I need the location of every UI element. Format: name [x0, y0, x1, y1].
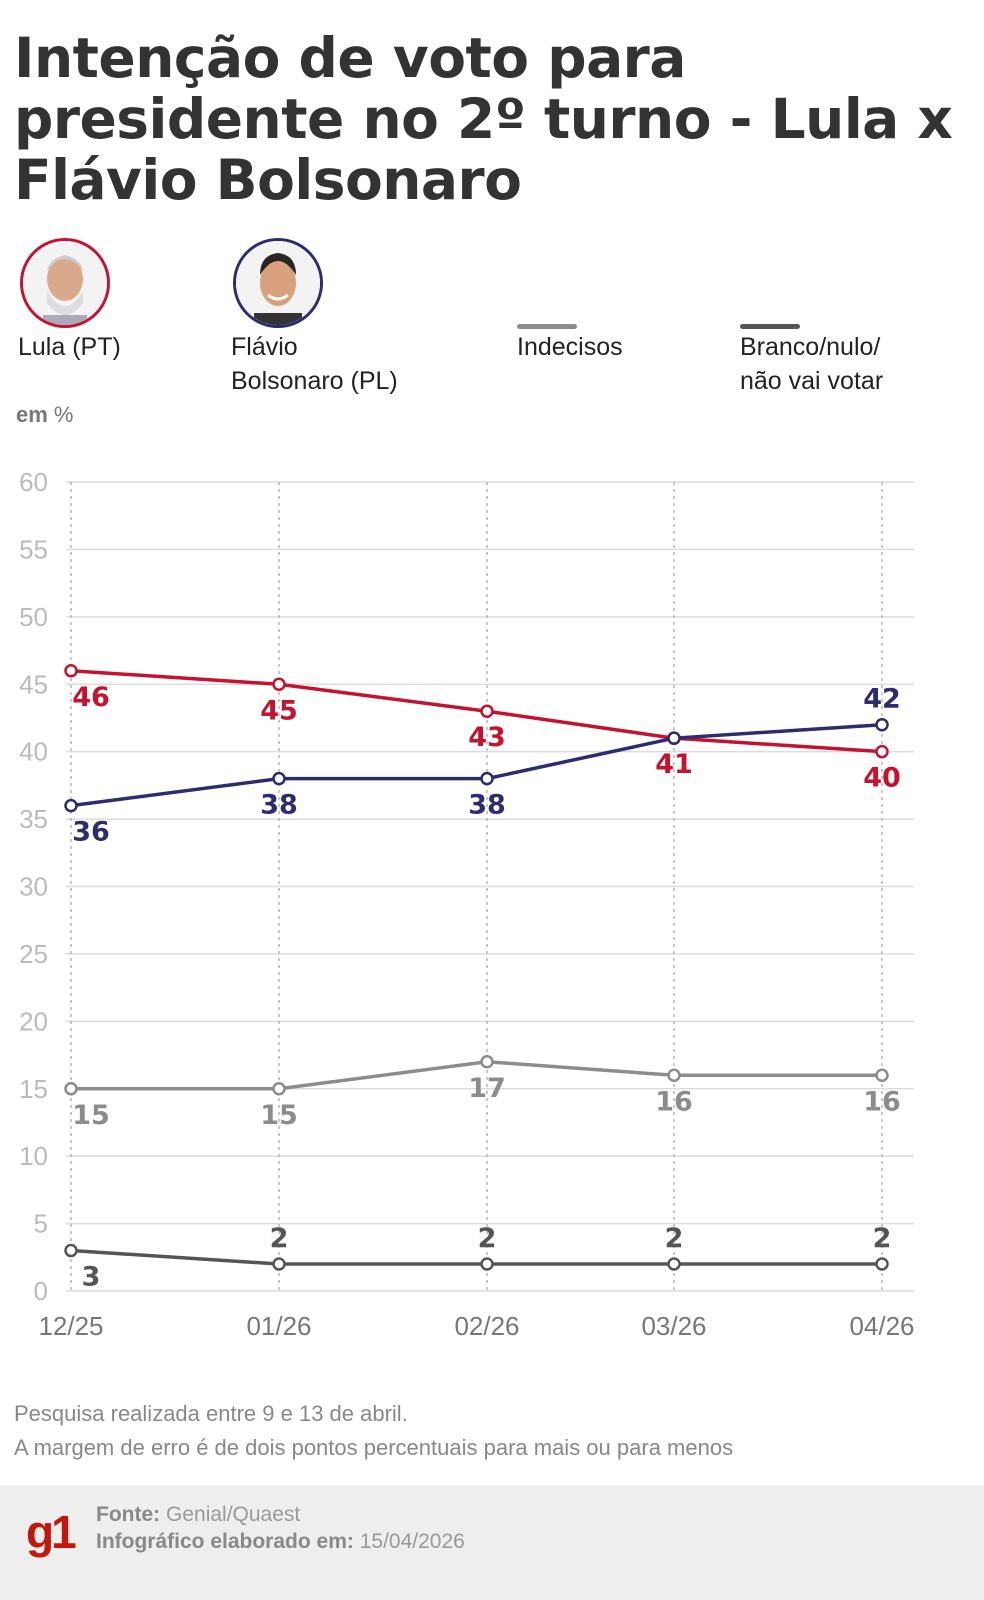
line-chart: 0 5 10 15 20 25 30 35 40 45 50 55 60 12/25 01/26 02/26 0…: [19, 467, 914, 1341]
data-point: [667, 1257, 681, 1271]
footer-source-value: Genial/Quaest: [166, 1503, 301, 1526]
footer-date-label: Infográfico elaborado em:: [96, 1530, 354, 1553]
unit-label-em: em: [16, 402, 48, 427]
footer-date: Infográfico elaborado em: 15/04/2026: [96, 1530, 465, 1554]
data-point: [875, 744, 889, 759]
data-label: 42: [863, 684, 901, 715]
y-tick-label: 35: [19, 804, 48, 834]
data-point: [875, 1257, 889, 1271]
flavio-portrait-icon: [233, 238, 323, 328]
x-tick-label: 03/26: [641, 1311, 706, 1341]
legend-indecisos-swatch: [517, 324, 577, 329]
data-point: [64, 1243, 78, 1258]
data-point: [667, 731, 681, 745]
data-point: [480, 704, 494, 718]
y-tick-label: 20: [19, 1006, 48, 1036]
legend-flavio-line2: Bolsonaro (PL): [231, 367, 398, 395]
y-tick-label: 55: [19, 534, 48, 564]
y-tick-label: 15: [19, 1074, 48, 1104]
legend-branco-line1: Branco/nulo/: [740, 333, 881, 361]
y-tick-label: 25: [19, 939, 48, 969]
y-tick-label: 30: [19, 872, 48, 902]
data-point: [272, 1257, 286, 1271]
data-point: [64, 798, 78, 813]
data-label: 40: [863, 763, 901, 794]
data-label: 36: [72, 817, 110, 848]
y-tick-label: 5: [34, 1209, 48, 1239]
data-point: [272, 771, 286, 786]
y-tick-label: 40: [19, 737, 48, 767]
legend-lula: Lula (PT): [18, 333, 121, 361]
data-point: [272, 677, 286, 691]
y-tick-label: 45: [19, 669, 48, 699]
y-tick-label: 0: [34, 1276, 48, 1306]
legend-indecisos: Indecisos: [517, 333, 623, 361]
legend-branco-line2: não vai votar: [740, 367, 884, 395]
unit-label: em %: [16, 402, 73, 428]
data-point: [480, 1055, 494, 1069]
data-point: [64, 664, 78, 678]
data-label: 43: [468, 722, 506, 753]
data-label: 17: [468, 1073, 506, 1104]
data-point: [64, 1082, 78, 1096]
data-point: [480, 771, 494, 786]
data-label: 15: [260, 1100, 298, 1131]
x-tick-label: 12/25: [38, 1311, 103, 1341]
y-tick-label: 50: [19, 602, 48, 632]
data-label: 15: [72, 1100, 110, 1131]
legend-flavio: Flávio Bolsonaro (PL): [231, 330, 398, 398]
legend-branco: Branco/nulo/ não vai votar: [740, 330, 883, 398]
data-label: 2: [270, 1223, 289, 1254]
note-margin-of-error: A margem de erro é de dois pontos percen…: [14, 1435, 734, 1460]
x-tick-label: 01/26: [246, 1311, 311, 1341]
data-label: 16: [863, 1086, 901, 1117]
data-label: 2: [665, 1223, 684, 1254]
footer-source: Fonte: Genial/Quaest: [96, 1503, 300, 1527]
data-label: 16: [655, 1086, 693, 1117]
data-point: [480, 1257, 494, 1271]
data-point: [667, 1068, 681, 1083]
g1-logo: g1: [26, 1506, 77, 1558]
data-label: 2: [873, 1223, 892, 1254]
data-point: [272, 1082, 286, 1096]
footer: g1 Fonte: Genial/Quaest Infográfico elab…: [0, 1485, 984, 1600]
note-survey-period: Pesquisa realizada entre 9 e 13 de abril…: [14, 1401, 408, 1426]
data-label: 45: [260, 695, 298, 726]
y-tick-label: 60: [19, 467, 48, 497]
unit-label-percent: %: [53, 402, 74, 427]
legend-branco-swatch: [740, 324, 800, 329]
data-point: [875, 1068, 889, 1083]
data-label: 38: [468, 790, 506, 821]
legend-flavio-line1: Flávio: [231, 333, 298, 361]
data-label: 38: [260, 790, 298, 821]
data-label: 3: [82, 1262, 101, 1293]
chart-title: Intenção de voto para presidente no 2º t…: [14, 26, 953, 212]
data-label: 41: [655, 749, 693, 780]
footer-source-label: Fonte:: [96, 1503, 161, 1526]
y-tick-label: 10: [19, 1141, 48, 1171]
lula-portrait-icon: [20, 238, 110, 328]
x-tick-label: 04/26: [849, 1311, 914, 1341]
data-point: [875, 717, 889, 732]
data-label: 46: [72, 682, 110, 713]
data-label: 2: [478, 1223, 497, 1254]
series-line-3: [70, 1248, 882, 1266]
footer-date-value: 15/04/2026: [359, 1530, 465, 1553]
x-tick-label: 02/26: [454, 1311, 519, 1341]
